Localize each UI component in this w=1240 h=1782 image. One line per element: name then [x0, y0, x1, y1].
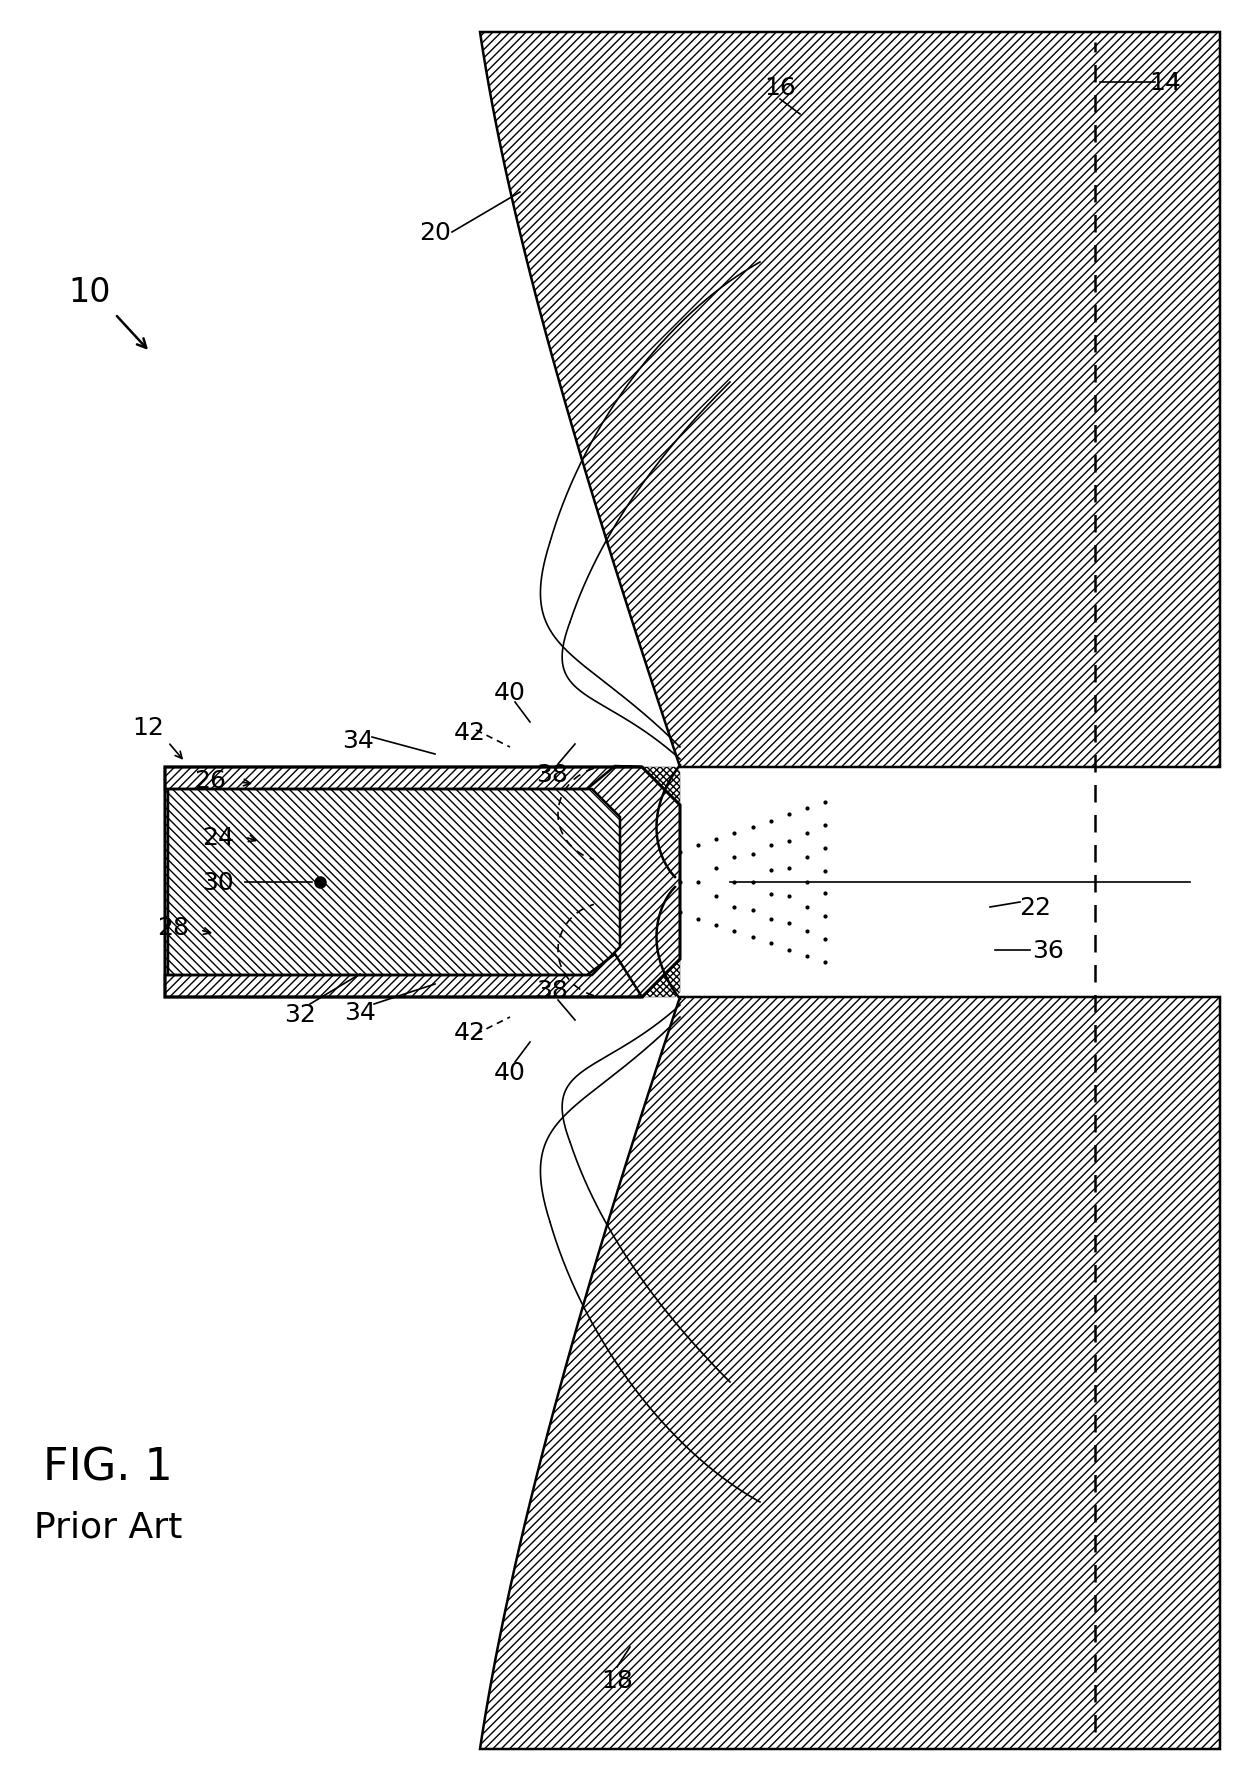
Text: 30: 30 — [202, 871, 234, 895]
Text: 12: 12 — [133, 716, 164, 740]
Text: 38: 38 — [536, 978, 568, 1003]
Text: 38: 38 — [536, 763, 568, 786]
Text: 22: 22 — [1019, 896, 1052, 920]
Text: 26: 26 — [193, 768, 226, 793]
Text: 42: 42 — [454, 720, 486, 745]
Text: 34: 34 — [342, 729, 374, 752]
Text: 16: 16 — [764, 77, 796, 100]
Polygon shape — [642, 959, 680, 998]
Text: 18: 18 — [601, 1668, 632, 1693]
Text: FIG. 1: FIG. 1 — [43, 1445, 172, 1488]
Text: 10: 10 — [68, 276, 112, 310]
Text: 32: 32 — [284, 1003, 316, 1026]
Polygon shape — [480, 998, 1220, 1748]
Text: Prior Art: Prior Art — [33, 1509, 182, 1545]
Text: 14: 14 — [1149, 71, 1180, 94]
Text: 28: 28 — [157, 916, 188, 939]
Text: 20: 20 — [419, 221, 451, 244]
Polygon shape — [480, 34, 1220, 768]
Text: 36: 36 — [1032, 939, 1064, 962]
Text: 40: 40 — [494, 1060, 526, 1085]
Text: 40: 40 — [494, 681, 526, 704]
Text: 34: 34 — [343, 1000, 376, 1025]
Text: 24: 24 — [202, 825, 234, 850]
Polygon shape — [165, 766, 642, 789]
Text: 42: 42 — [454, 1021, 486, 1044]
Polygon shape — [642, 768, 680, 805]
Polygon shape — [165, 955, 642, 998]
Polygon shape — [165, 768, 680, 998]
Polygon shape — [167, 789, 620, 975]
